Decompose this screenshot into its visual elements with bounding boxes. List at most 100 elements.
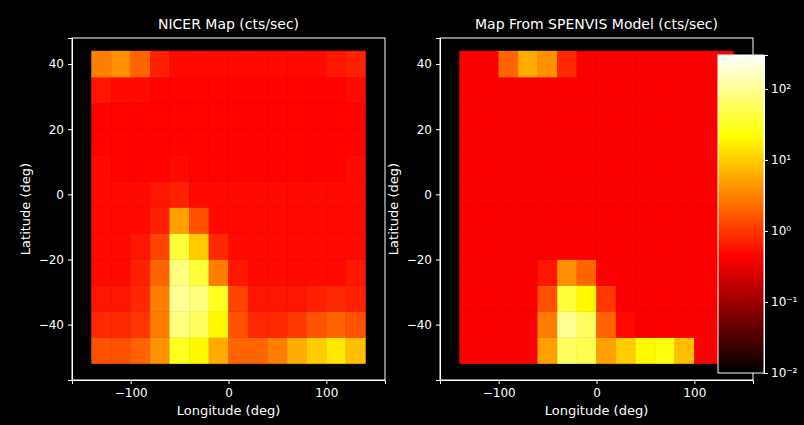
cell	[597, 103, 617, 129]
tick: 10⁻²	[764, 366, 798, 380]
cell	[268, 233, 288, 259]
cell	[131, 259, 151, 285]
cell	[150, 103, 170, 129]
cell	[616, 181, 636, 207]
cell	[655, 77, 675, 103]
cell	[616, 129, 636, 155]
cell	[460, 207, 480, 233]
cell	[460, 181, 480, 207]
cell	[307, 77, 327, 103]
cell	[479, 312, 499, 338]
cell	[229, 51, 249, 77]
cell	[170, 207, 190, 233]
cell	[268, 155, 288, 181]
cell	[150, 207, 170, 233]
cell	[479, 181, 499, 207]
plot-frame	[440, 38, 753, 380]
cell	[307, 312, 327, 338]
tick-label: −100	[483, 386, 516, 400]
cell	[636, 103, 656, 129]
cell	[636, 233, 656, 259]
cell	[307, 181, 327, 207]
cell	[460, 233, 480, 259]
cell	[326, 286, 346, 312]
y-axis: −40−2002040	[39, 39, 73, 381]
cell	[346, 207, 366, 233]
cell	[597, 338, 617, 364]
tick-mark	[436, 64, 440, 65]
cell	[111, 312, 131, 338]
cell	[131, 312, 151, 338]
cell	[92, 286, 112, 312]
cell	[307, 103, 327, 129]
cell	[248, 77, 268, 103]
cell	[460, 286, 480, 312]
cell	[597, 312, 617, 338]
cell	[675, 312, 695, 338]
cell	[131, 338, 151, 364]
cell	[111, 181, 131, 207]
tick-label: 0	[424, 188, 432, 202]
y-axis-title: Latitude (deg)	[18, 163, 33, 255]
cell	[150, 77, 170, 103]
cell	[479, 259, 499, 285]
cell	[131, 181, 151, 207]
cell	[189, 129, 209, 155]
y-axis-title: Latitude (deg)	[386, 163, 401, 255]
cell	[307, 155, 327, 181]
cell	[597, 51, 617, 77]
tick: 20	[417, 123, 440, 137]
cell	[675, 207, 695, 233]
cell	[538, 233, 558, 259]
cell	[111, 259, 131, 285]
cell	[557, 51, 577, 77]
tick-mark	[764, 373, 768, 374]
axis-line	[436, 39, 441, 381]
cell	[189, 155, 209, 181]
cell	[346, 51, 366, 77]
cell	[577, 155, 597, 181]
tick-mark	[68, 259, 72, 260]
cell	[189, 103, 209, 129]
cell	[92, 129, 112, 155]
cell	[248, 312, 268, 338]
plot-frame	[72, 38, 385, 380]
cell	[326, 155, 346, 181]
cell	[111, 129, 131, 155]
cell	[346, 103, 366, 129]
cell	[229, 312, 249, 338]
cell	[557, 181, 577, 207]
cell	[499, 155, 519, 181]
cell	[346, 312, 366, 338]
cell	[538, 129, 558, 155]
cell	[229, 338, 249, 364]
cell	[189, 77, 209, 103]
tick-label: 10⁻²	[771, 366, 798, 380]
tick-mark	[436, 129, 440, 130]
cell	[655, 286, 675, 312]
cell	[675, 338, 695, 364]
cell	[248, 129, 268, 155]
cell	[675, 286, 695, 312]
cell	[616, 338, 636, 364]
tick-label: 40	[49, 57, 64, 71]
tick: −20	[39, 253, 72, 267]
heatmap-cells	[460, 51, 734, 364]
tick-label: 20	[417, 123, 432, 137]
cell	[326, 51, 346, 77]
axis-line	[765, 56, 769, 374]
cell	[209, 77, 229, 103]
tick-mark	[229, 380, 230, 384]
cell	[616, 312, 636, 338]
cell	[577, 338, 597, 364]
cell	[189, 207, 209, 233]
tick-label: 0	[593, 386, 601, 400]
cell	[577, 51, 597, 77]
cell	[538, 77, 558, 103]
cell	[287, 181, 307, 207]
cell	[170, 129, 190, 155]
cell	[268, 312, 288, 338]
cell	[326, 103, 346, 129]
cell	[694, 51, 714, 77]
cell	[636, 129, 656, 155]
